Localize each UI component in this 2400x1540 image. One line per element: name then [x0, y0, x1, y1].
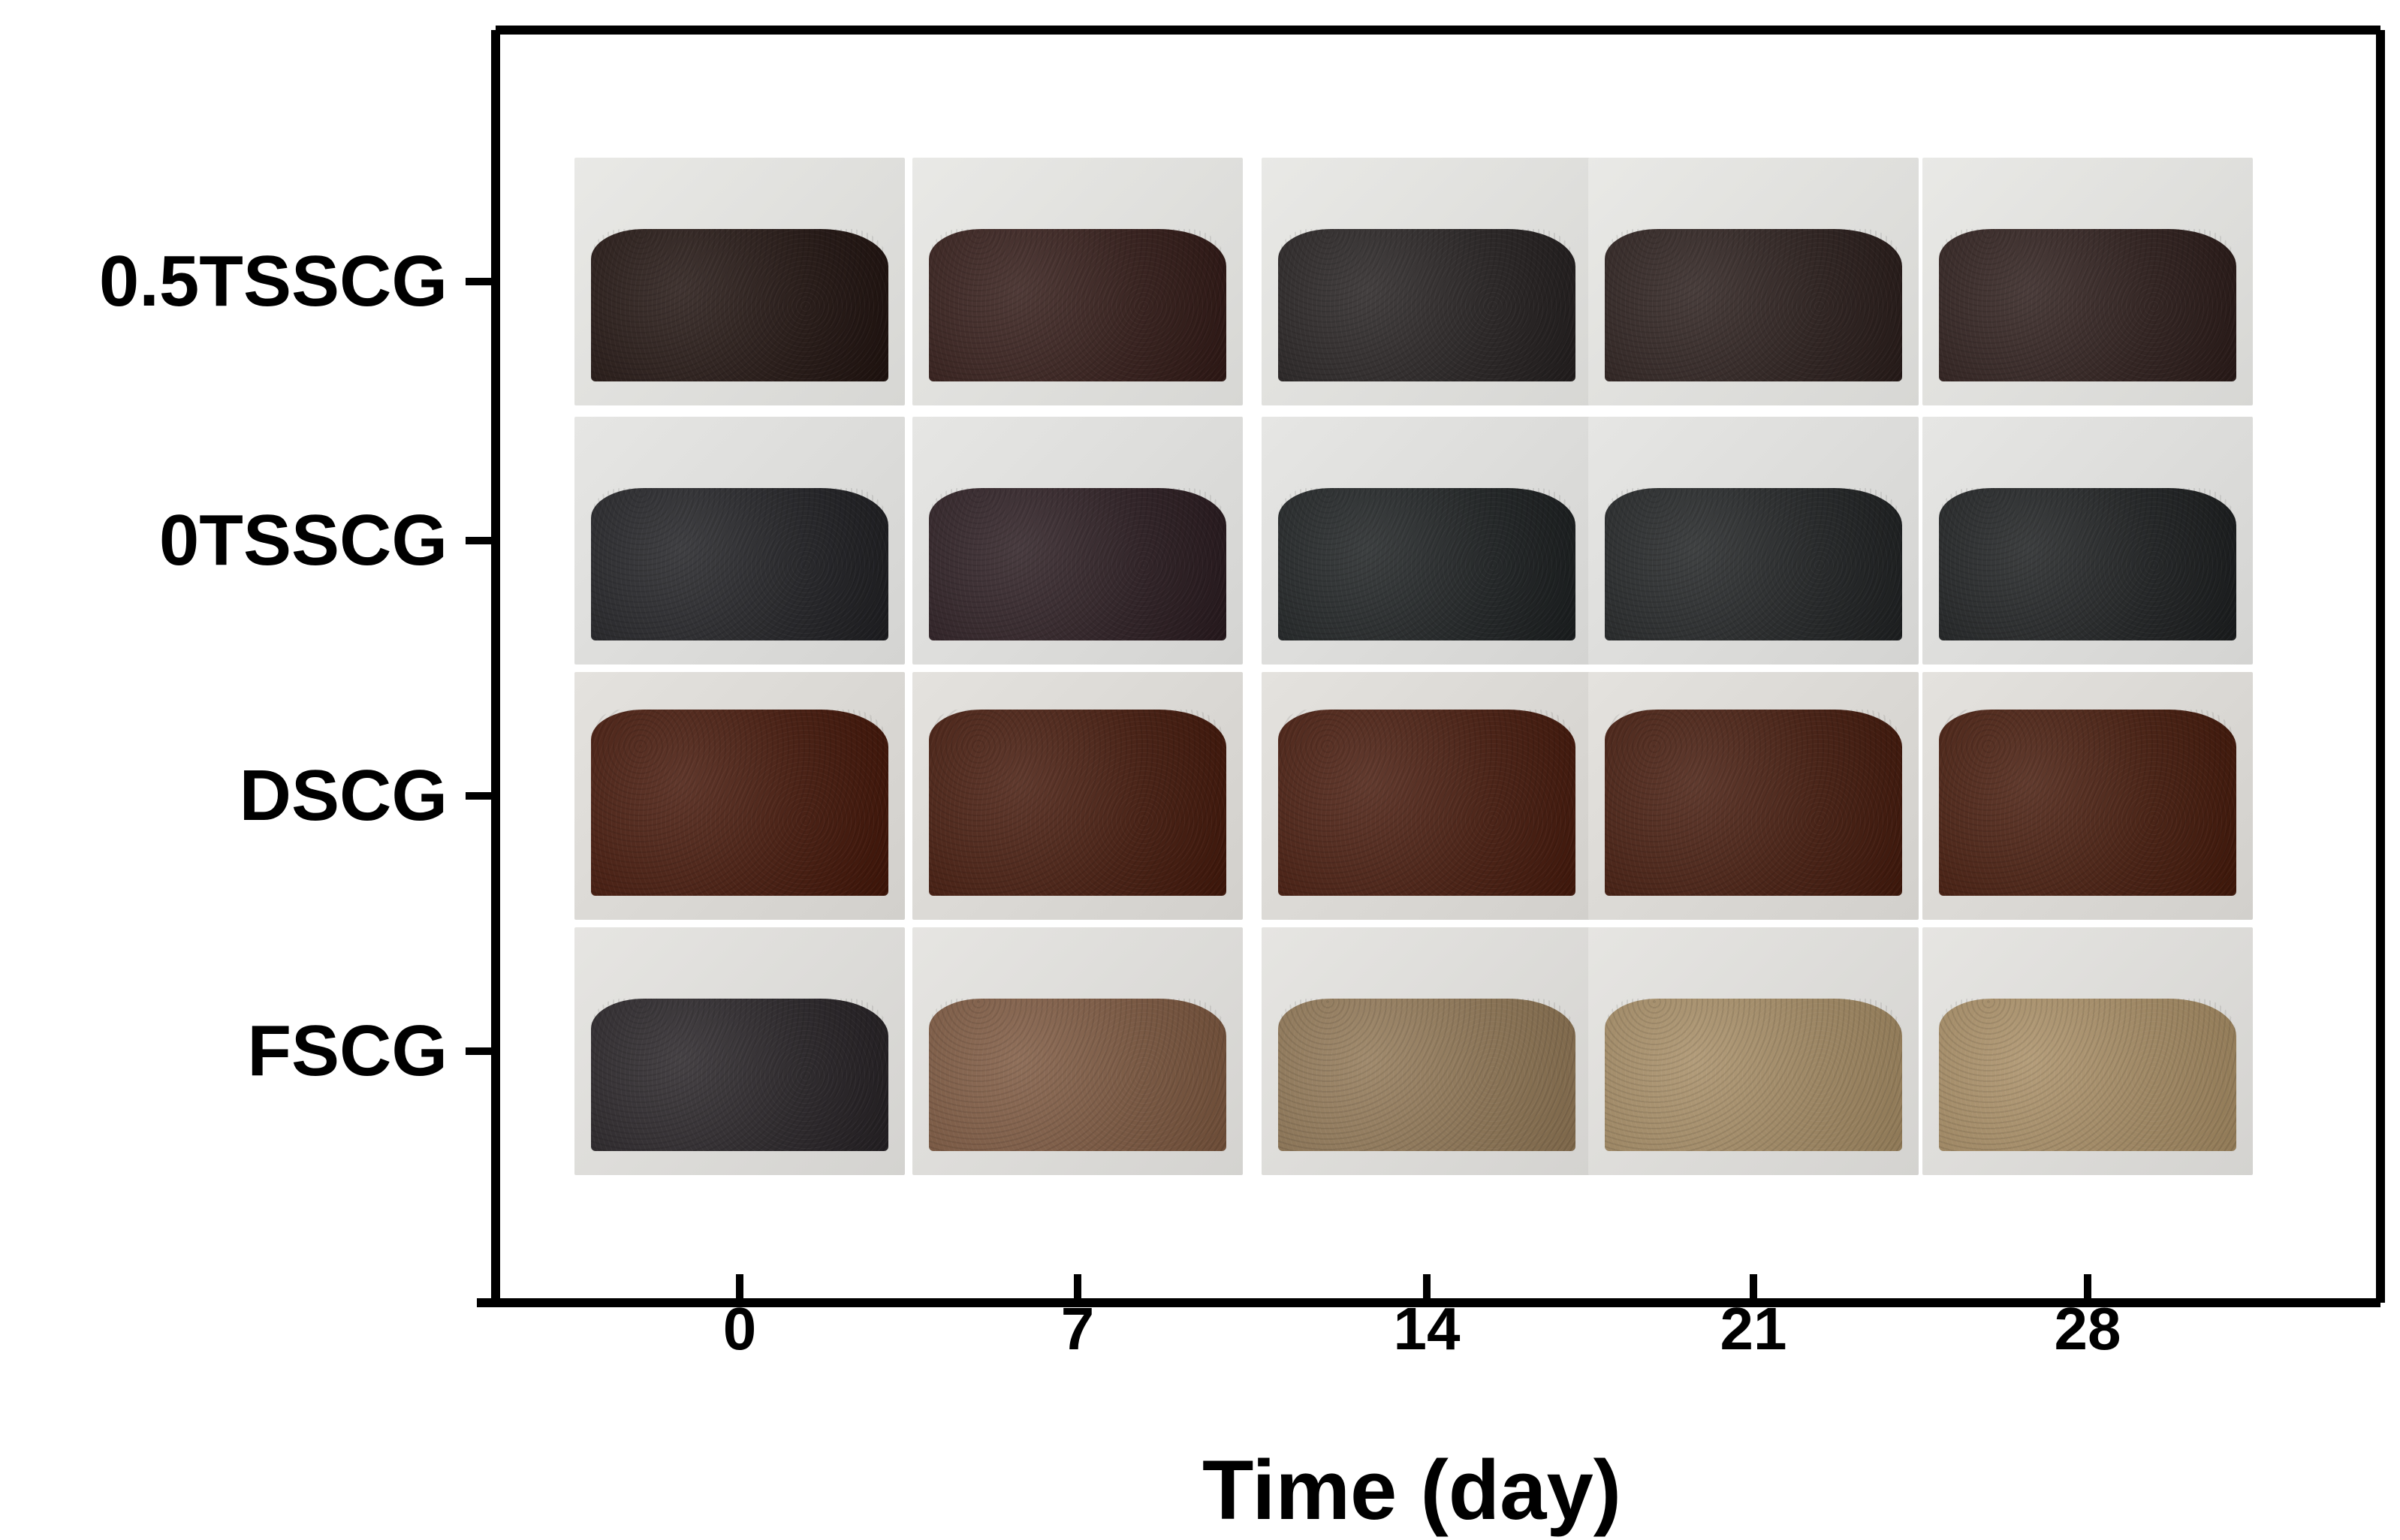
grain-texture [929, 710, 1226, 896]
sample-photo [912, 158, 1243, 405]
sample-photo [1922, 417, 2253, 665]
coffee-grounds [1605, 229, 1902, 381]
row-label: 0.5TSSCG [98, 241, 448, 321]
sample-photo [574, 417, 905, 665]
sample-photo [574, 158, 905, 405]
sample-photo [574, 927, 905, 1175]
grain-texture [591, 710, 888, 896]
x-tick-label: 7 [1060, 1295, 1095, 1362]
coffee-grounds [929, 229, 1226, 381]
sample-photo [1588, 158, 1919, 405]
sample-photo [574, 672, 905, 920]
sample-photo [1922, 672, 2253, 920]
coffee-grounds [1939, 999, 2236, 1151]
grain-texture [591, 229, 888, 381]
grain-texture [929, 488, 1226, 640]
grain-texture [1939, 710, 2236, 896]
grain-texture [591, 488, 888, 640]
coffee-grounds [929, 999, 1226, 1151]
row-label: 0TSSCG [158, 500, 448, 580]
grain-texture [1278, 488, 1575, 640]
row-label: FSCG [247, 1011, 448, 1091]
coffee-grounds [1278, 710, 1575, 896]
grain-texture [1939, 999, 2236, 1151]
sample-photo [1922, 927, 2253, 1175]
grain-texture [1939, 488, 2236, 640]
coffee-grounds [1605, 710, 1902, 896]
coffee-grounds [929, 710, 1226, 896]
sample-photo [912, 927, 1243, 1175]
coffee-grounds [1278, 999, 1575, 1151]
sample-photo [1262, 927, 1592, 1175]
grain-texture [1605, 999, 1902, 1151]
grain-texture [1278, 229, 1575, 381]
grain-texture [929, 229, 1226, 381]
x-tick-label: 14 [1393, 1295, 1461, 1362]
sample-photo [1262, 158, 1592, 405]
grain-texture [591, 999, 888, 1151]
grain-texture [1605, 710, 1902, 896]
coffee-grounds [1939, 710, 2236, 896]
sample-photo [1922, 158, 2253, 405]
row-label: DSCG [239, 755, 448, 836]
sample-photo [1588, 927, 1919, 1175]
coffee-grounds [1278, 229, 1575, 381]
sample-photo [1262, 672, 1592, 920]
grain-texture [1605, 488, 1902, 640]
coffee-grounds [1939, 488, 2236, 640]
x-tick-label: 0 [722, 1295, 757, 1362]
coffee-grounds [591, 999, 888, 1151]
coffee-grounds [591, 488, 888, 640]
grain-texture [1939, 229, 2236, 381]
grain-texture [1278, 710, 1575, 896]
coffee-grounds [1605, 999, 1902, 1151]
sample-photo [912, 417, 1243, 665]
coffee-grounds [591, 710, 888, 896]
sample-photo [1588, 417, 1919, 665]
grain-texture [1278, 999, 1575, 1151]
x-tick-label: 21 [1720, 1295, 1787, 1362]
grain-texture [929, 999, 1226, 1151]
coffee-grounds [1605, 488, 1902, 640]
x-axis-title: Time (day) [1202, 1443, 1622, 1537]
coffee-grounds [1939, 229, 2236, 381]
coffee-grounds [1278, 488, 1575, 640]
sample-photo [912, 672, 1243, 920]
sample-photo [1588, 672, 1919, 920]
grain-texture [1605, 229, 1902, 381]
sample-photo [1262, 417, 1592, 665]
coffee-grounds [929, 488, 1226, 640]
x-tick-label: 28 [2054, 1295, 2121, 1362]
coffee-grounds [591, 229, 888, 381]
